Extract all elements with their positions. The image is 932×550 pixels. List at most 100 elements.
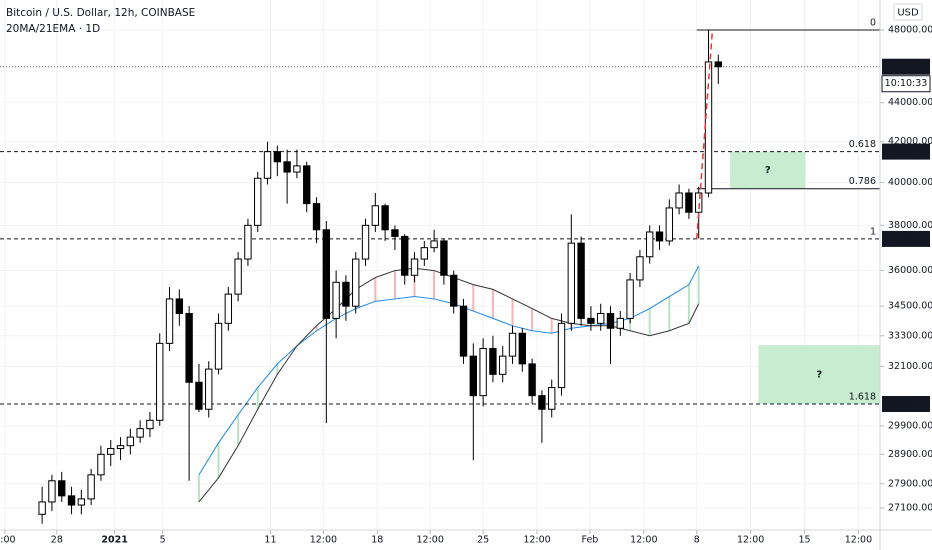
candle-body xyxy=(489,347,497,375)
candle-body xyxy=(469,355,478,397)
candle-body xyxy=(136,428,144,438)
y-tick-label: 34500.00 xyxy=(888,301,932,312)
candle-body xyxy=(704,61,713,194)
trend-line xyxy=(696,29,714,239)
currency: USD xyxy=(897,8,919,19)
countdown-box xyxy=(881,75,931,93)
y-tick-label: 48000.00 xyxy=(888,24,932,35)
candle-body xyxy=(636,256,644,281)
candle-body xyxy=(538,395,546,410)
x-tick-label: 12:00 xyxy=(310,535,337,546)
candle-body xyxy=(401,235,409,276)
candle-body xyxy=(97,453,105,476)
price-label-box xyxy=(882,58,930,75)
countdown: 10:10:33 xyxy=(885,78,928,89)
x-tick-label: 12:00 xyxy=(417,535,444,546)
candle-body xyxy=(283,161,291,173)
x-tick-label: 28 xyxy=(51,535,63,546)
candle-body xyxy=(38,501,46,515)
target-zone xyxy=(730,151,806,189)
candle-body xyxy=(254,177,262,226)
candle-body xyxy=(195,381,203,410)
target-zone xyxy=(758,345,880,404)
candle-body xyxy=(714,61,722,68)
candle-body xyxy=(606,312,615,329)
candle-body xyxy=(410,258,419,276)
candle-body xyxy=(616,317,624,329)
candle-body xyxy=(450,274,458,307)
candle-body xyxy=(577,242,585,319)
candle-body xyxy=(430,240,438,249)
candle-body xyxy=(479,347,487,397)
candle-body xyxy=(381,205,389,231)
price-label-box xyxy=(882,230,930,247)
price-label-text: 41502.82 xyxy=(883,146,928,157)
candle-body xyxy=(146,419,154,430)
y-tick-label: 27100.00 xyxy=(888,503,932,514)
candle-body xyxy=(263,151,272,179)
candle-body xyxy=(646,231,654,258)
price-label: 30692.76 xyxy=(882,395,930,412)
x-tick-label: Feb xyxy=(582,535,599,546)
candle-body xyxy=(695,192,703,213)
price-label-text: 30692.76 xyxy=(883,398,928,409)
candle-body xyxy=(273,151,282,163)
y-tick-label: 29900.00 xyxy=(888,420,932,431)
candle-body xyxy=(597,312,605,324)
x-tick-label: 12:00 xyxy=(845,535,872,546)
candle-body xyxy=(352,258,360,307)
candle-body xyxy=(342,281,350,307)
x-tick-label: 8 xyxy=(694,535,700,546)
x-tick-label: 5 xyxy=(160,535,166,546)
candle-body xyxy=(175,298,184,314)
candle-body xyxy=(214,322,223,370)
x-tick-label: 18 xyxy=(371,535,383,546)
currency-button[interactable] xyxy=(893,3,923,21)
y-tick-label: 38000.00 xyxy=(888,220,932,231)
x-tick-label: 2:00 xyxy=(0,535,16,546)
price-label: 37388.75 xyxy=(882,230,930,247)
x-tick-label: 12:00 xyxy=(737,535,764,546)
zone-label: ? xyxy=(765,165,771,176)
x-tick-label: 12:00 xyxy=(630,535,657,546)
x-tick-label: 2021 xyxy=(101,535,127,546)
candle-body xyxy=(87,474,95,500)
candle-body xyxy=(156,342,164,421)
candle-body xyxy=(332,281,340,319)
candle-body xyxy=(548,387,556,410)
candle-body xyxy=(508,332,517,357)
candle-body xyxy=(322,229,331,319)
candle-body xyxy=(244,224,252,260)
candle-body xyxy=(126,436,135,447)
candle-body xyxy=(165,298,174,344)
candle-body xyxy=(205,368,213,410)
price-label-box xyxy=(882,395,930,412)
candle-body xyxy=(77,498,86,506)
y-tick-label: 36000.00 xyxy=(888,265,932,276)
zone-label: ? xyxy=(816,370,822,381)
y-tick-label: 33300.00 xyxy=(888,330,932,341)
y-tick-label: 27900.00 xyxy=(888,478,932,489)
fib-label: 0.618 xyxy=(849,139,876,150)
candle-body xyxy=(224,293,233,324)
candle-body xyxy=(557,322,566,389)
price-label: 45935.44 xyxy=(882,58,930,75)
candle-body xyxy=(58,480,66,497)
candle-body xyxy=(48,480,56,503)
x-tick-label: 15 xyxy=(798,535,810,546)
price-label-text: 37388.75 xyxy=(883,233,928,244)
candle-body xyxy=(391,229,399,237)
candle-body xyxy=(685,192,693,213)
candle-body xyxy=(626,279,634,319)
candle-body xyxy=(675,192,683,209)
candle-body xyxy=(116,445,125,450)
fib-label: 1.618 xyxy=(849,391,876,402)
price-label-box xyxy=(882,143,930,160)
y-tick-label: 40000.00 xyxy=(888,177,932,188)
candle-body xyxy=(293,165,301,173)
price-label-text: 45935.44 xyxy=(883,61,928,72)
candle-body xyxy=(499,355,507,375)
candle-body xyxy=(361,224,370,260)
